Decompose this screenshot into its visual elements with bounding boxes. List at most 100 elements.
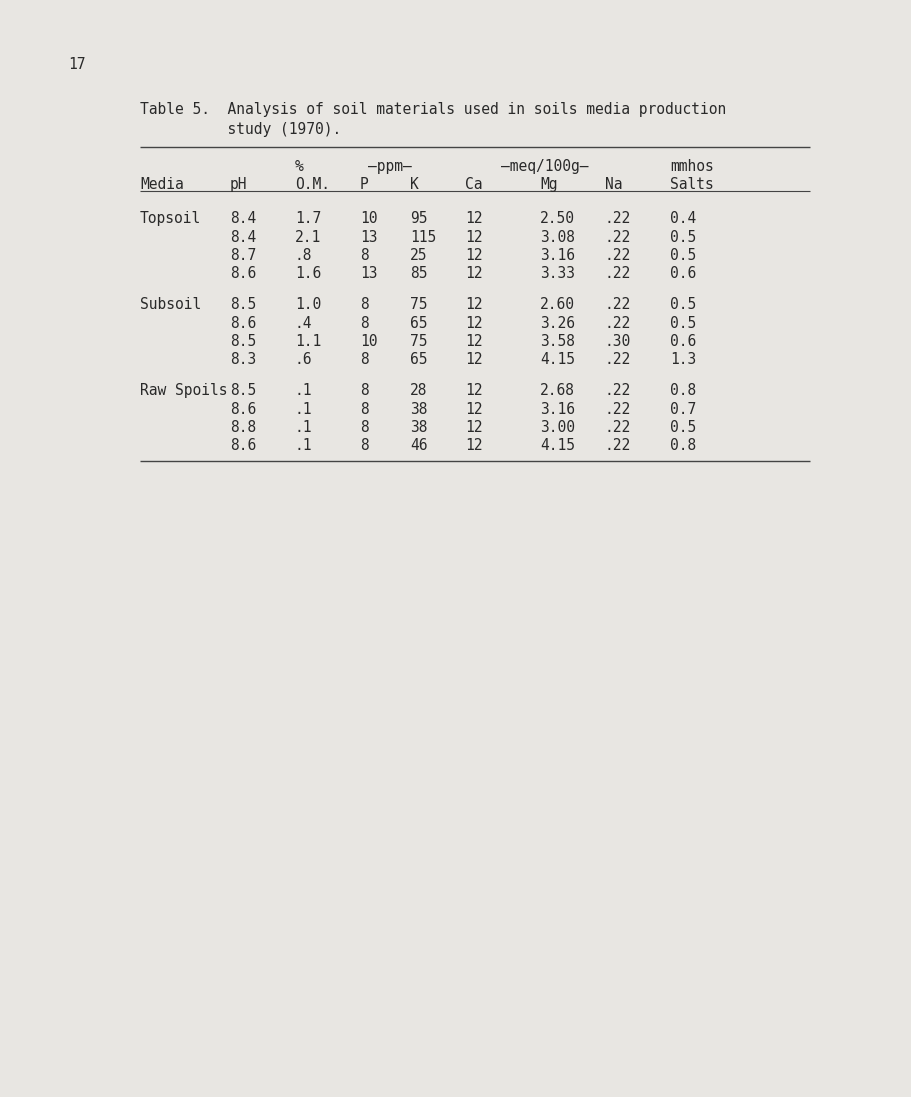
- Text: 8: 8: [360, 297, 369, 312]
- Text: 46: 46: [410, 439, 427, 453]
- Text: Media: Media: [140, 177, 184, 192]
- Text: 12: 12: [465, 333, 483, 349]
- Text: 13: 13: [360, 229, 377, 245]
- Text: 0.7: 0.7: [670, 402, 696, 417]
- Text: 10: 10: [360, 211, 377, 226]
- Text: .22: .22: [605, 402, 631, 417]
- Text: 2.60: 2.60: [540, 297, 575, 312]
- Text: 3.33: 3.33: [540, 267, 575, 282]
- Text: 0.6: 0.6: [670, 333, 696, 349]
- Text: Topsoil: Topsoil: [140, 211, 201, 226]
- Text: 8: 8: [360, 316, 369, 330]
- Text: 3.08: 3.08: [540, 229, 575, 245]
- Text: 8: 8: [360, 439, 369, 453]
- Text: .4: .4: [295, 316, 312, 330]
- Text: 12: 12: [465, 248, 483, 263]
- Text: study (1970).: study (1970).: [140, 122, 342, 137]
- Text: 65: 65: [410, 316, 427, 330]
- Text: .8: .8: [295, 248, 312, 263]
- Text: 1.6: 1.6: [295, 267, 322, 282]
- Text: 4.15: 4.15: [540, 439, 575, 453]
- Text: Subsoil: Subsoil: [140, 297, 201, 312]
- Text: 0.5: 0.5: [670, 420, 696, 436]
- Text: 0.8: 0.8: [670, 383, 696, 398]
- Text: 8: 8: [360, 420, 369, 436]
- Text: .22: .22: [605, 267, 631, 282]
- Text: .1: .1: [295, 439, 312, 453]
- Text: 8.4: 8.4: [230, 211, 256, 226]
- Text: .22: .22: [605, 420, 631, 436]
- Text: 1.1: 1.1: [295, 333, 322, 349]
- Text: .22: .22: [605, 352, 631, 367]
- Text: Mg: Mg: [540, 177, 558, 192]
- Text: 3.26: 3.26: [540, 316, 575, 330]
- Text: 8.4: 8.4: [230, 229, 256, 245]
- Text: 75: 75: [410, 333, 427, 349]
- Text: 8.6: 8.6: [230, 267, 256, 282]
- Text: 12: 12: [465, 420, 483, 436]
- Text: 8: 8: [360, 402, 369, 417]
- Text: 8.8: 8.8: [230, 420, 256, 436]
- Text: —ppm—: —ppm—: [368, 159, 412, 174]
- Text: mmhos: mmhos: [670, 159, 713, 174]
- Text: 8.6: 8.6: [230, 316, 256, 330]
- Text: 8.6: 8.6: [230, 402, 256, 417]
- Text: 65: 65: [410, 352, 427, 367]
- Text: 1.0: 1.0: [295, 297, 322, 312]
- Text: .22: .22: [605, 248, 631, 263]
- Text: .22: .22: [605, 211, 631, 226]
- Text: .22: .22: [605, 297, 631, 312]
- Text: 12: 12: [465, 383, 483, 398]
- Text: 38: 38: [410, 402, 427, 417]
- Text: .1: .1: [295, 402, 312, 417]
- Text: 1.3: 1.3: [670, 352, 696, 367]
- Text: 2.1: 2.1: [295, 229, 322, 245]
- Text: pH: pH: [230, 177, 248, 192]
- Text: 0.5: 0.5: [670, 229, 696, 245]
- Text: 8: 8: [360, 248, 369, 263]
- Text: 8.5: 8.5: [230, 383, 256, 398]
- Text: K: K: [410, 177, 419, 192]
- Text: 75: 75: [410, 297, 427, 312]
- Text: 4.15: 4.15: [540, 352, 575, 367]
- Text: 115: 115: [410, 229, 436, 245]
- Text: .6: .6: [295, 352, 312, 367]
- Text: 8: 8: [360, 383, 369, 398]
- Text: 17: 17: [68, 57, 86, 72]
- Text: 85: 85: [410, 267, 427, 282]
- Text: .30: .30: [605, 333, 631, 349]
- Text: 12: 12: [465, 267, 483, 282]
- Text: 0.5: 0.5: [670, 248, 696, 263]
- Text: Salts: Salts: [670, 177, 713, 192]
- Text: Ca: Ca: [465, 177, 483, 192]
- Text: O.M.: O.M.: [295, 177, 330, 192]
- Text: 12: 12: [465, 316, 483, 330]
- Text: 12: 12: [465, 439, 483, 453]
- Text: .22: .22: [605, 439, 631, 453]
- Text: 12: 12: [465, 211, 483, 226]
- Text: %: %: [295, 159, 303, 174]
- Text: 25: 25: [410, 248, 427, 263]
- Text: 3.00: 3.00: [540, 420, 575, 436]
- Text: 3.58: 3.58: [540, 333, 575, 349]
- Text: 10: 10: [360, 333, 377, 349]
- Text: 0.5: 0.5: [670, 316, 696, 330]
- Text: 38: 38: [410, 420, 427, 436]
- Text: .22: .22: [605, 229, 631, 245]
- Text: Table 5.  Analysis of soil materials used in soils media production: Table 5. Analysis of soil materials used…: [140, 102, 726, 117]
- Text: 0.6: 0.6: [670, 267, 696, 282]
- Text: 28: 28: [410, 383, 427, 398]
- Text: 8.6: 8.6: [230, 439, 256, 453]
- Text: 0.5: 0.5: [670, 297, 696, 312]
- Text: 8: 8: [360, 352, 369, 367]
- Text: —meq/100g—: —meq/100g—: [501, 159, 589, 174]
- Text: 8.7: 8.7: [230, 248, 256, 263]
- Text: 95: 95: [410, 211, 427, 226]
- Text: 13: 13: [360, 267, 377, 282]
- Text: 8.5: 8.5: [230, 333, 256, 349]
- Text: 8.3: 8.3: [230, 352, 256, 367]
- Text: 8.5: 8.5: [230, 297, 256, 312]
- Text: 3.16: 3.16: [540, 248, 575, 263]
- Text: Raw Spoils: Raw Spoils: [140, 383, 228, 398]
- Text: P: P: [360, 177, 369, 192]
